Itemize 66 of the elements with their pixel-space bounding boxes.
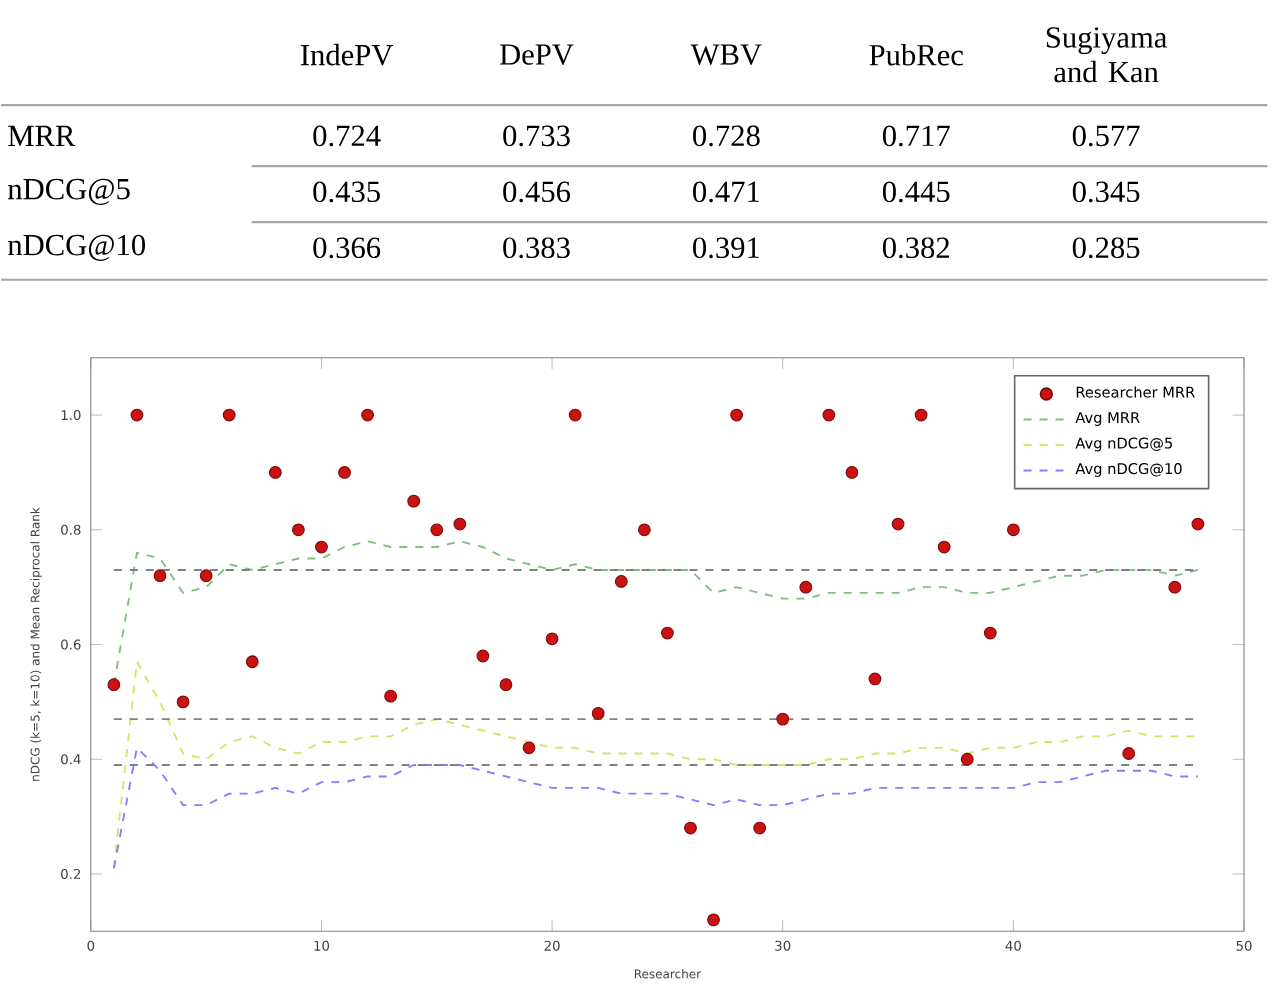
point [822, 409, 836, 422]
data-label: 0.285 [1072, 237, 1140, 259]
point [430, 523, 444, 537]
point [960, 753, 974, 766]
point [914, 409, 928, 422]
point [153, 569, 167, 583]
point [384, 690, 398, 703]
point [637, 523, 651, 537]
point [222, 409, 236, 422]
point [453, 518, 467, 531]
point [292, 523, 305, 537]
point [730, 409, 744, 422]
data-label: 0.366 [313, 237, 381, 259]
data-label: 0.724 [313, 125, 381, 147]
point [199, 569, 213, 583]
point [591, 707, 605, 721]
data-label: 0.471 [693, 181, 759, 203]
data-label: 0.445 [882, 181, 950, 203]
point [338, 466, 351, 480]
data-label: 0.435 [313, 181, 380, 203]
y-tick-label: nDCG@5 [8, 179, 130, 206]
point [1006, 523, 1020, 537]
point [476, 649, 490, 663]
point [891, 518, 905, 531]
point [707, 913, 720, 927]
x-tick-label: Sugiyama and Kan [1046, 27, 1167, 83]
data-label: 0.717 [882, 125, 950, 147]
data-label: 0.391 [693, 237, 759, 259]
point [1191, 518, 1205, 531]
x-tick-label: WBV [690, 44, 762, 66]
x-tick-label: PubRec [869, 44, 963, 66]
point [522, 741, 536, 755]
point [407, 495, 421, 508]
point [776, 713, 790, 726]
y-tick-label: MRR [8, 126, 76, 147]
point [315, 540, 328, 554]
point [245, 655, 259, 669]
data-label: 0.733 [503, 125, 570, 147]
point [1168, 581, 1182, 594]
data-label: 0.577 [1072, 125, 1140, 147]
point [107, 678, 121, 692]
point [361, 409, 374, 422]
point [499, 678, 513, 692]
x-tick-label: DePV [499, 44, 574, 66]
point [868, 672, 882, 686]
point [614, 575, 628, 589]
point [753, 822, 767, 835]
data-label: 0.345 [1072, 181, 1140, 203]
point [545, 632, 559, 646]
y-tick-label: nDCG@10 [8, 235, 146, 262]
point [661, 627, 674, 640]
data-label: 0.382 [882, 237, 950, 259]
point [937, 540, 951, 554]
point [176, 695, 190, 709]
data-label: 0.456 [503, 181, 571, 203]
point [799, 581, 813, 594]
point [845, 466, 859, 480]
point [684, 822, 697, 835]
x-tick-label: IndePV [300, 44, 394, 66]
point [268, 466, 282, 480]
point [1122, 747, 1136, 761]
data-label: 0.383 [503, 237, 570, 259]
data-label: 0.728 [693, 125, 760, 147]
point [983, 627, 997, 640]
point [130, 409, 144, 422]
point [568, 409, 582, 422]
